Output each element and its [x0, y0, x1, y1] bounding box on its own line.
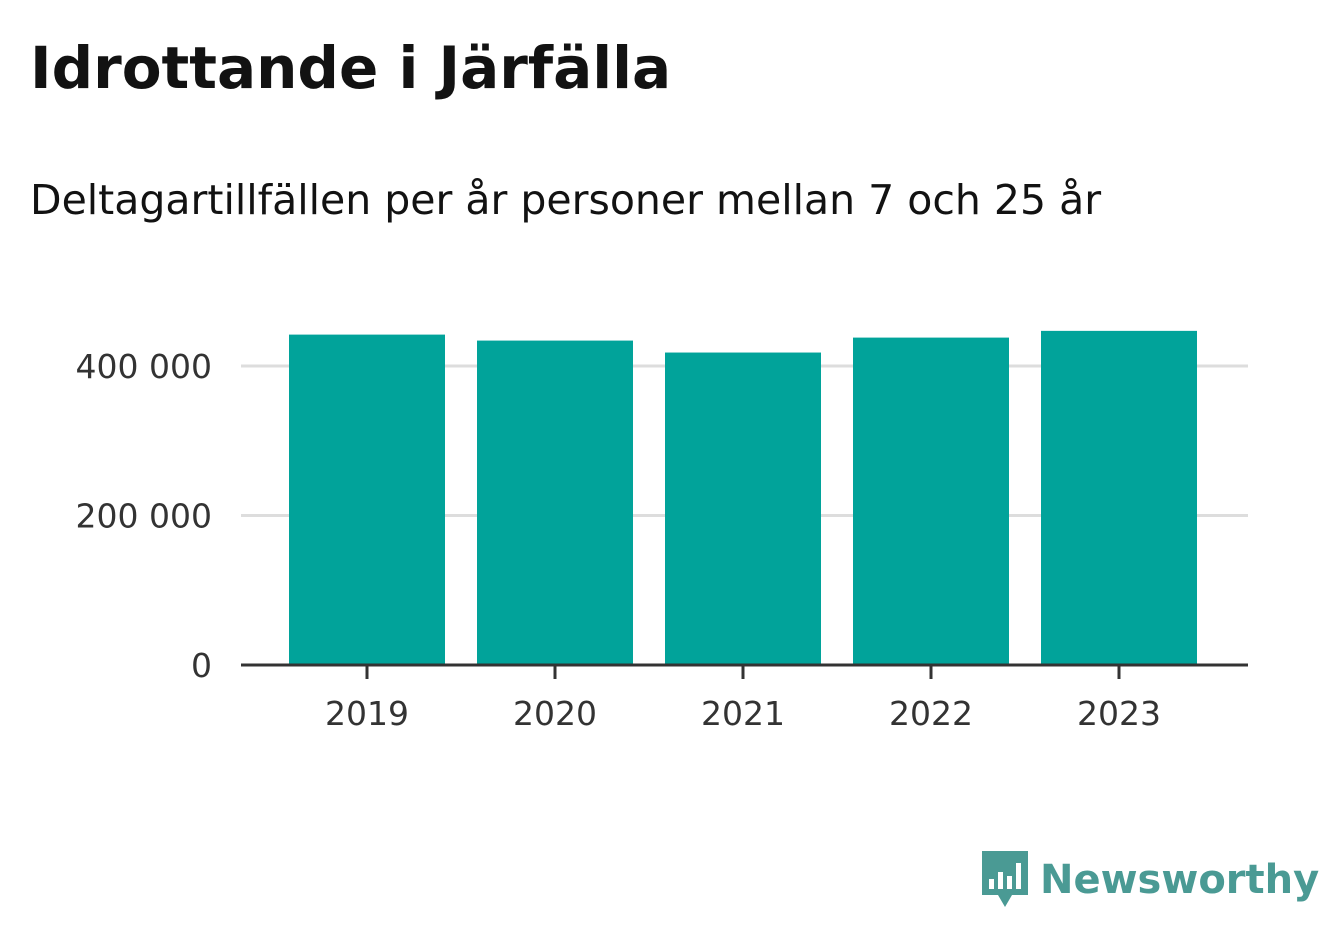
- x-tick-label-2022: 2022: [889, 694, 973, 733]
- y-tick-label-1: 200 000: [76, 497, 212, 536]
- y-tick-label-0: 0: [191, 646, 212, 685]
- newsworthy-logo-icon: [982, 851, 1028, 907]
- x-tick-label-2023: 2023: [1077, 694, 1161, 733]
- chart-subtitle: Deltagartillfällen per år personer mella…: [30, 176, 1102, 224]
- y-tick-label-2: 400 000: [76, 347, 212, 386]
- x-tick-label-2019: 2019: [325, 694, 409, 733]
- x-tick-label-2020: 2020: [513, 694, 597, 733]
- chart-title: Idrottande i Järfälla: [30, 34, 672, 102]
- brand-name: Newsworthy: [1040, 857, 1320, 903]
- brand-logo: Newsworthy: [980, 848, 1319, 912]
- bar-2022: [853, 337, 1009, 665]
- bar-2020: [477, 340, 633, 665]
- bar-2021: [665, 352, 821, 665]
- x-tick-label-2021: 2021: [701, 694, 785, 733]
- bar-2019: [289, 334, 445, 665]
- bar-2023: [1041, 330, 1197, 665]
